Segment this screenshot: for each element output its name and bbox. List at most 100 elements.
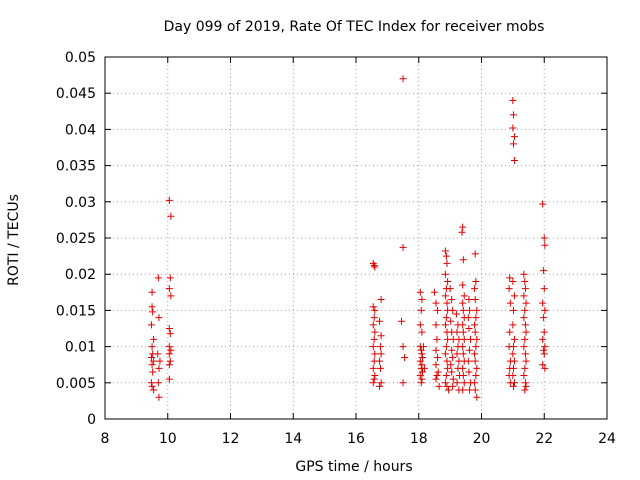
data-point — [165, 343, 173, 351]
data-point — [471, 285, 479, 293]
y-tick-label: 0.03 — [65, 195, 96, 211]
data-point — [540, 350, 548, 358]
data-point — [435, 382, 443, 390]
data-point — [539, 361, 547, 369]
data-point — [521, 350, 529, 358]
data-point — [459, 364, 467, 372]
data-point — [464, 314, 472, 322]
data-point — [466, 306, 474, 314]
data-point — [445, 386, 453, 394]
y-tick-label: 0.015 — [56, 303, 96, 319]
data-point — [540, 328, 548, 336]
data-point — [399, 343, 407, 351]
data-point — [522, 328, 530, 336]
data-point — [520, 292, 528, 300]
data-point — [371, 306, 379, 314]
data-point — [449, 375, 457, 383]
grid-lines — [105, 57, 607, 419]
data-point — [446, 285, 454, 293]
data-point — [376, 357, 384, 365]
data-point — [471, 328, 479, 336]
data-point — [471, 250, 479, 258]
data-point — [541, 306, 549, 314]
data-point — [155, 314, 163, 322]
data-point — [165, 361, 173, 369]
data-point — [418, 350, 426, 358]
x-tick-label: 22 — [535, 431, 553, 447]
data-point — [441, 247, 449, 255]
data-point — [430, 288, 438, 296]
data-point — [442, 252, 450, 260]
data-point — [459, 328, 467, 336]
data-point — [416, 321, 424, 329]
data-point — [167, 292, 175, 300]
data-point — [509, 372, 517, 380]
data-point — [397, 317, 405, 325]
data-point — [154, 350, 162, 358]
data-point — [453, 379, 461, 387]
data-point — [459, 343, 467, 351]
data-point — [510, 157, 518, 165]
data-point — [521, 321, 529, 329]
data-point — [371, 263, 379, 271]
data-point — [417, 306, 425, 314]
data-point — [459, 350, 467, 358]
x-tick-label: 24 — [598, 431, 616, 447]
data-point — [521, 379, 529, 387]
data-point — [401, 353, 409, 361]
data-point — [399, 379, 407, 387]
data-point — [506, 274, 514, 282]
data-point — [509, 350, 517, 358]
data-point — [432, 299, 440, 307]
data-point — [509, 124, 517, 132]
data-point — [433, 372, 441, 380]
data-point — [539, 335, 547, 343]
data-point — [167, 212, 175, 220]
data-point — [473, 393, 481, 401]
data-point — [471, 321, 479, 329]
data-point — [459, 223, 467, 231]
data-point — [540, 234, 548, 242]
data-point — [472, 277, 480, 285]
data-point — [541, 364, 549, 372]
data-point — [167, 346, 175, 354]
data-point — [420, 364, 428, 372]
data-point — [521, 285, 529, 293]
data-point — [154, 379, 162, 387]
x-tick-label: 10 — [159, 431, 177, 447]
data-point — [460, 292, 468, 300]
data-point — [399, 243, 407, 251]
data-point — [452, 310, 460, 318]
data-point — [466, 346, 474, 354]
data-point — [369, 343, 377, 351]
data-point — [156, 357, 164, 365]
y-tick-label: 0.01 — [65, 340, 96, 356]
x-tick-label: 14 — [284, 431, 302, 447]
y-tick-label: 0.02 — [65, 267, 96, 283]
data-point — [149, 308, 157, 316]
data-point — [471, 350, 479, 358]
data-point — [416, 372, 424, 380]
data-point — [540, 314, 548, 322]
data-point — [465, 296, 473, 304]
data-point — [165, 196, 173, 204]
data-point — [447, 361, 455, 369]
data-point — [521, 364, 529, 372]
data-point — [443, 299, 451, 307]
y-tick-label: 0.005 — [56, 376, 96, 392]
data-point — [166, 330, 174, 338]
x-tick-label: 20 — [473, 431, 491, 447]
data-point — [448, 346, 456, 354]
data-point — [376, 364, 384, 372]
data-point — [147, 353, 155, 361]
data-point — [434, 306, 442, 314]
data-point — [472, 314, 480, 322]
data-point — [147, 379, 155, 387]
data-point — [473, 335, 481, 343]
data-point — [147, 321, 155, 329]
data-point — [441, 270, 449, 278]
data-point — [441, 292, 449, 300]
data-point — [370, 335, 378, 343]
data-point — [467, 335, 475, 343]
data-point — [371, 328, 379, 336]
